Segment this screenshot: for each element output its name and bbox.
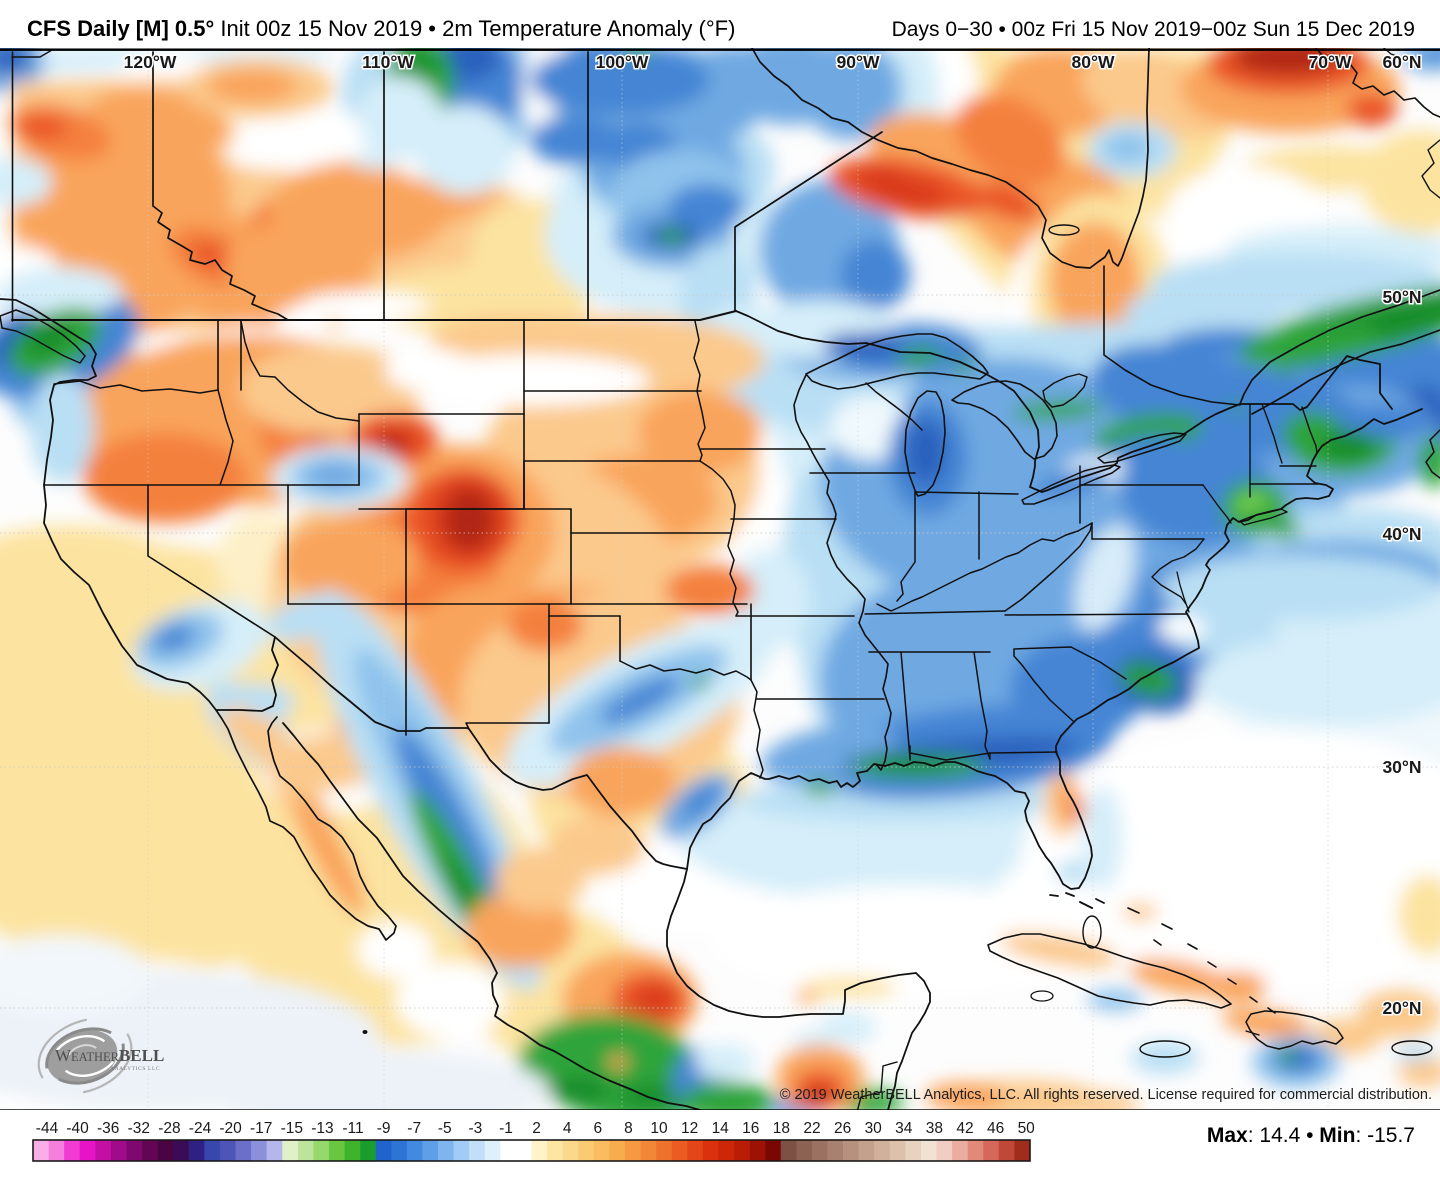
svg-text:-7: -7	[407, 1120, 421, 1137]
svg-text:-40: -40	[66, 1120, 89, 1137]
svg-text:-1: -1	[499, 1120, 513, 1137]
svg-text:-5: -5	[438, 1120, 452, 1137]
svg-text:-20: -20	[219, 1120, 242, 1137]
svg-text:WEATHERBELL: WEATHERBELL	[55, 1046, 164, 1065]
svg-text:60°N: 60°N	[1382, 52, 1421, 72]
svg-text:-44: -44	[36, 1120, 59, 1137]
svg-text:30: 30	[865, 1120, 883, 1137]
svg-text:-13: -13	[311, 1120, 333, 1137]
svg-text:-15: -15	[281, 1120, 303, 1137]
svg-text:2: 2	[532, 1120, 541, 1137]
svg-text:20°N: 20°N	[1382, 998, 1421, 1018]
svg-text:-11: -11	[342, 1120, 363, 1137]
svg-text:12: 12	[681, 1120, 698, 1137]
svg-text:90°W: 90°W	[837, 52, 880, 72]
svg-text:120°W: 120°W	[124, 52, 177, 72]
svg-text:18: 18	[773, 1120, 790, 1137]
svg-text:-28: -28	[158, 1120, 180, 1137]
svg-text:38: 38	[926, 1120, 943, 1137]
svg-text:42: 42	[956, 1120, 973, 1137]
svg-text:34: 34	[895, 1120, 913, 1137]
svg-text:14: 14	[712, 1120, 730, 1137]
svg-text:16: 16	[742, 1120, 759, 1137]
svg-text:40°N: 40°N	[1382, 524, 1421, 544]
svg-text:22: 22	[803, 1120, 820, 1137]
svg-text:50: 50	[1018, 1120, 1036, 1137]
svg-text:100°W: 100°W	[596, 52, 649, 72]
svg-text:6: 6	[593, 1120, 602, 1137]
svg-text:-36: -36	[97, 1120, 119, 1137]
svg-text:-9: -9	[377, 1120, 391, 1137]
svg-text:26: 26	[834, 1120, 851, 1137]
svg-text:4: 4	[563, 1120, 572, 1137]
svg-text:50°N: 50°N	[1382, 287, 1421, 307]
svg-text:46: 46	[987, 1120, 1004, 1137]
svg-text:80°W: 80°W	[1072, 52, 1115, 72]
svg-text:8: 8	[624, 1120, 633, 1137]
svg-text:110°W: 110°W	[362, 52, 414, 72]
svg-text:10: 10	[650, 1120, 668, 1137]
svg-text:-3: -3	[469, 1120, 483, 1137]
svg-text:70°W: 70°W	[1309, 52, 1352, 72]
svg-text:30°N: 30°N	[1382, 757, 1421, 777]
svg-text:-32: -32	[128, 1120, 150, 1137]
svg-text:-17: -17	[250, 1120, 272, 1137]
svg-text:ANALYTICS LLC: ANALYTICS LLC	[110, 1066, 160, 1072]
svg-text:-24: -24	[189, 1120, 212, 1137]
